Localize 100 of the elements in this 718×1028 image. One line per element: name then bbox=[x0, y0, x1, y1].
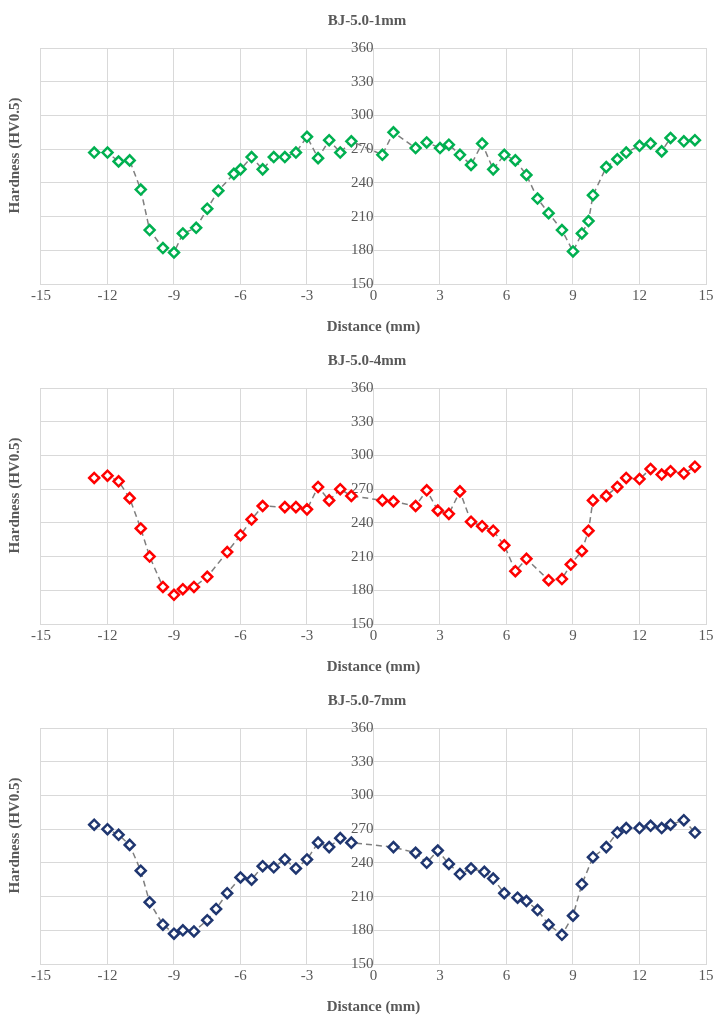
point bbox=[176, 227, 190, 240]
point bbox=[611, 153, 624, 166]
point bbox=[582, 214, 595, 228]
y-tick-label: 360 bbox=[351, 718, 374, 735]
point bbox=[655, 145, 668, 158]
point bbox=[542, 918, 555, 931]
x-tick-label: -9 bbox=[167, 966, 181, 983]
x-tick-label: -12 bbox=[97, 966, 118, 983]
x-axis-title: Distance (mm) bbox=[326, 997, 421, 1015]
point bbox=[167, 927, 181, 940]
point bbox=[267, 861, 280, 874]
point bbox=[453, 148, 467, 162]
point bbox=[345, 836, 358, 849]
point bbox=[134, 522, 147, 535]
y-tick-label: 330 bbox=[351, 72, 374, 89]
point bbox=[311, 480, 325, 494]
point bbox=[453, 485, 467, 498]
chart-title: BJ-5.0-1mm bbox=[327, 11, 407, 28]
point bbox=[278, 150, 292, 164]
point bbox=[566, 909, 580, 922]
x-tick-label: -15 bbox=[31, 626, 51, 643]
y-tick-label: 240 bbox=[351, 513, 374, 530]
point bbox=[655, 821, 668, 835]
y-tick-label: 210 bbox=[351, 887, 374, 904]
point bbox=[542, 573, 555, 587]
point bbox=[555, 928, 569, 942]
point bbox=[234, 871, 247, 884]
point bbox=[664, 818, 677, 831]
point bbox=[431, 504, 445, 517]
point bbox=[167, 588, 181, 602]
point bbox=[566, 245, 580, 258]
x-tick-label: -12 bbox=[97, 626, 118, 643]
point bbox=[234, 163, 247, 176]
x-axis-title: Distance (mm) bbox=[326, 657, 421, 675]
point bbox=[334, 146, 347, 159]
x-tick-label: 15 bbox=[698, 626, 714, 643]
x-tick-label: -3 bbox=[300, 626, 314, 643]
x-tick-label: 12 bbox=[632, 966, 647, 983]
point bbox=[322, 494, 336, 507]
y-tick-label: 150 bbox=[351, 274, 374, 291]
point bbox=[520, 168, 533, 182]
point bbox=[87, 471, 101, 485]
point bbox=[542, 206, 555, 220]
point bbox=[677, 813, 691, 827]
x-tick-label: -9 bbox=[167, 626, 181, 643]
point bbox=[112, 475, 125, 488]
point bbox=[478, 865, 491, 879]
point bbox=[234, 528, 247, 542]
point bbox=[575, 877, 589, 891]
point bbox=[278, 500, 292, 514]
point bbox=[619, 821, 633, 835]
point bbox=[464, 862, 478, 875]
chart-title: BJ-5.0-4mm bbox=[327, 351, 407, 368]
point bbox=[520, 552, 533, 566]
y-tick-label: 300 bbox=[351, 446, 374, 463]
chart-title: BJ-5.0-7mm bbox=[327, 691, 407, 708]
point bbox=[677, 467, 691, 480]
y-tick-label: 240 bbox=[351, 853, 374, 870]
y-tick-label: 180 bbox=[351, 241, 374, 258]
x-tick-label: 9 bbox=[569, 966, 577, 983]
point bbox=[611, 826, 624, 839]
y-tick-label: 240 bbox=[351, 173, 374, 190]
point bbox=[387, 495, 400, 508]
point bbox=[464, 158, 478, 172]
point bbox=[409, 141, 422, 155]
point bbox=[123, 491, 136, 505]
point bbox=[498, 148, 511, 162]
y-tick-label: 330 bbox=[351, 752, 374, 769]
x-tick-label: 15 bbox=[698, 286, 714, 303]
point bbox=[655, 468, 668, 481]
y-tick-label: 360 bbox=[351, 378, 374, 395]
point bbox=[176, 924, 190, 937]
point bbox=[498, 886, 511, 900]
point bbox=[245, 150, 258, 164]
point bbox=[123, 154, 136, 167]
point bbox=[112, 155, 125, 168]
point bbox=[475, 137, 489, 150]
point bbox=[143, 223, 156, 237]
point bbox=[420, 484, 433, 497]
y-tick-label: 150 bbox=[351, 954, 374, 971]
point bbox=[278, 853, 292, 866]
point bbox=[586, 850, 600, 864]
point bbox=[633, 472, 646, 486]
point bbox=[619, 471, 633, 485]
point bbox=[475, 519, 489, 533]
point bbox=[87, 818, 101, 831]
point bbox=[289, 500, 303, 514]
x-tick-label: 9 bbox=[569, 286, 577, 303]
y-tick-label: 210 bbox=[351, 207, 374, 224]
x-tick-label: -12 bbox=[97, 286, 118, 303]
point bbox=[442, 507, 456, 521]
point bbox=[486, 524, 500, 537]
y-tick-label: 300 bbox=[351, 786, 374, 803]
y-tick-label: 330 bbox=[351, 412, 374, 429]
point bbox=[633, 821, 646, 835]
point bbox=[156, 241, 170, 255]
point bbox=[300, 853, 314, 866]
y-tick-label: 180 bbox=[351, 581, 374, 598]
point bbox=[582, 524, 595, 537]
y-tick-label: 300 bbox=[351, 106, 374, 123]
